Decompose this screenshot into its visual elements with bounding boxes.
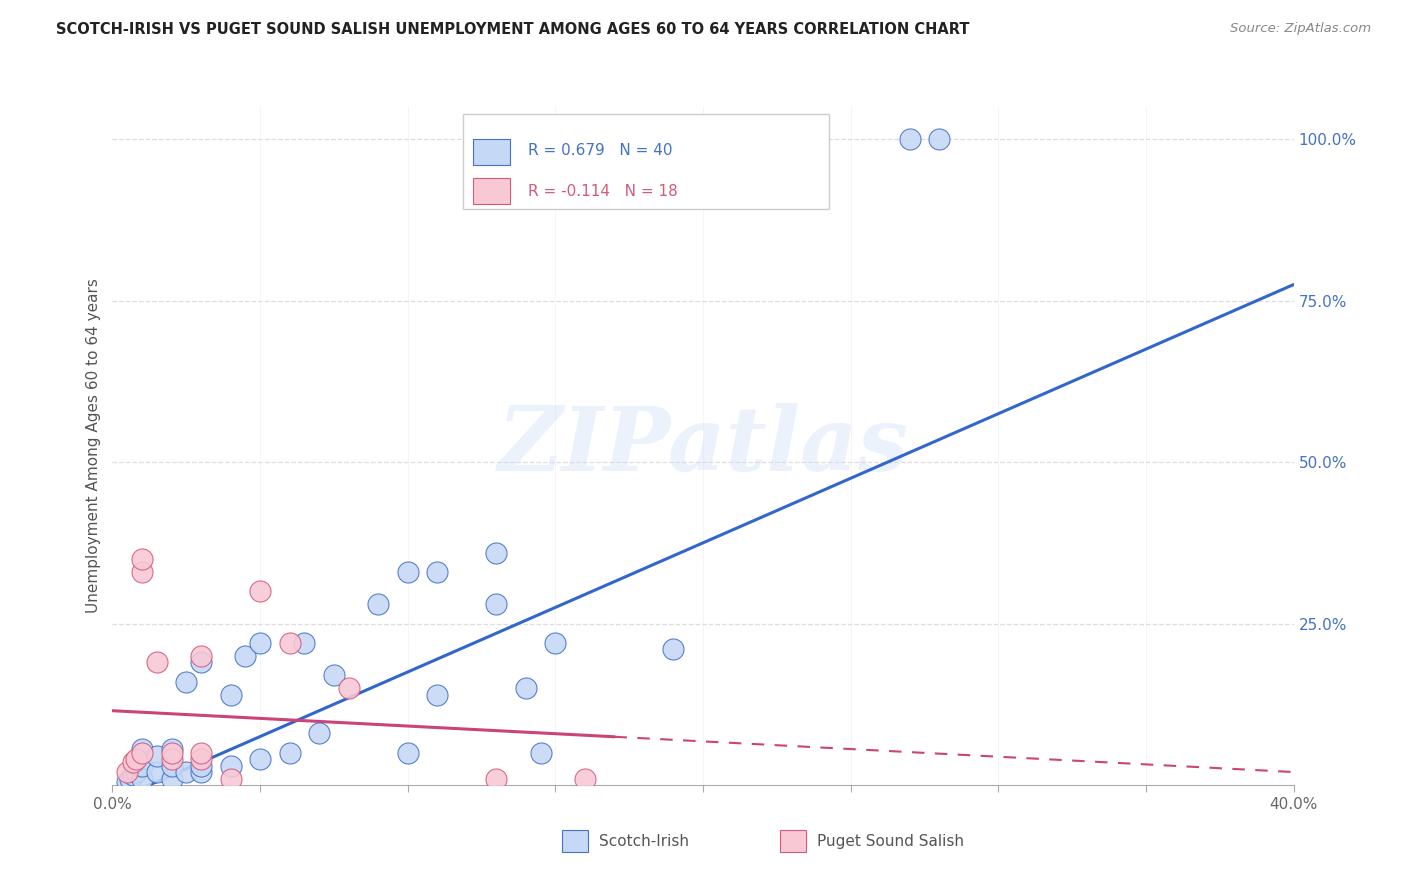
Point [131, 772, 153, 786]
Y-axis label: Unemployment Among Ages 60 to 64 years: Unemployment Among Ages 60 to 64 years [86, 278, 101, 614]
Point [190, 765, 212, 780]
Point [515, 681, 537, 695]
Point [485, 772, 508, 786]
Point [529, 746, 551, 760]
Point [174, 674, 197, 689]
Point [278, 746, 301, 760]
Text: R = 0.679   N = 40: R = 0.679 N = 40 [529, 144, 672, 159]
Point [131, 758, 153, 772]
Point [190, 752, 212, 766]
Text: Scotch-Irish: Scotch-Irish [599, 834, 689, 848]
Point [190, 648, 212, 663]
Point [160, 772, 183, 786]
Text: ZIPatlas: ZIPatlas [498, 403, 908, 489]
Point [485, 597, 508, 611]
Point [131, 742, 153, 756]
Point [190, 758, 212, 772]
Point [278, 636, 301, 650]
Text: R = -0.114   N = 18: R = -0.114 N = 18 [529, 184, 678, 199]
Point [146, 748, 169, 763]
Point [190, 746, 212, 760]
Point [122, 756, 145, 770]
Point [396, 746, 419, 760]
Point [426, 688, 449, 702]
FancyBboxPatch shape [472, 178, 510, 203]
Point [574, 772, 596, 786]
Point [249, 752, 271, 766]
Point [337, 681, 360, 695]
Point [174, 765, 197, 780]
Point [146, 655, 169, 669]
Text: Puget Sound Salish: Puget Sound Salish [817, 834, 965, 848]
Point [249, 584, 271, 599]
Point [160, 746, 183, 760]
Point [120, 772, 142, 786]
Point [128, 758, 150, 772]
Point [160, 758, 183, 772]
Point [122, 768, 145, 782]
Point [125, 765, 148, 780]
Point [219, 772, 242, 786]
Point [160, 742, 183, 756]
Point [367, 597, 389, 611]
Point [233, 648, 256, 663]
Point [898, 132, 921, 146]
Point [219, 758, 242, 772]
Point [485, 545, 508, 559]
Point [292, 636, 315, 650]
Point [117, 765, 138, 780]
Point [308, 726, 330, 740]
Text: SCOTCH-IRISH VS PUGET SOUND SALISH UNEMPLOYMENT AMONG AGES 60 TO 64 YEARS CORREL: SCOTCH-IRISH VS PUGET SOUND SALISH UNEMP… [56, 22, 970, 37]
Point [131, 565, 153, 579]
Point [426, 565, 449, 579]
Point [249, 636, 271, 650]
FancyBboxPatch shape [463, 114, 830, 209]
Point [928, 132, 950, 146]
Point [117, 774, 138, 789]
FancyBboxPatch shape [472, 139, 510, 164]
Point [323, 668, 346, 682]
Point [396, 565, 419, 579]
Text: Source: ZipAtlas.com: Source: ZipAtlas.com [1230, 22, 1371, 36]
Point [160, 752, 183, 766]
Point [662, 642, 685, 657]
Point [131, 552, 153, 566]
Point [190, 655, 212, 669]
Point [146, 765, 169, 780]
Point [125, 752, 148, 766]
Point [219, 688, 242, 702]
Point [544, 636, 567, 650]
Point [131, 746, 153, 760]
